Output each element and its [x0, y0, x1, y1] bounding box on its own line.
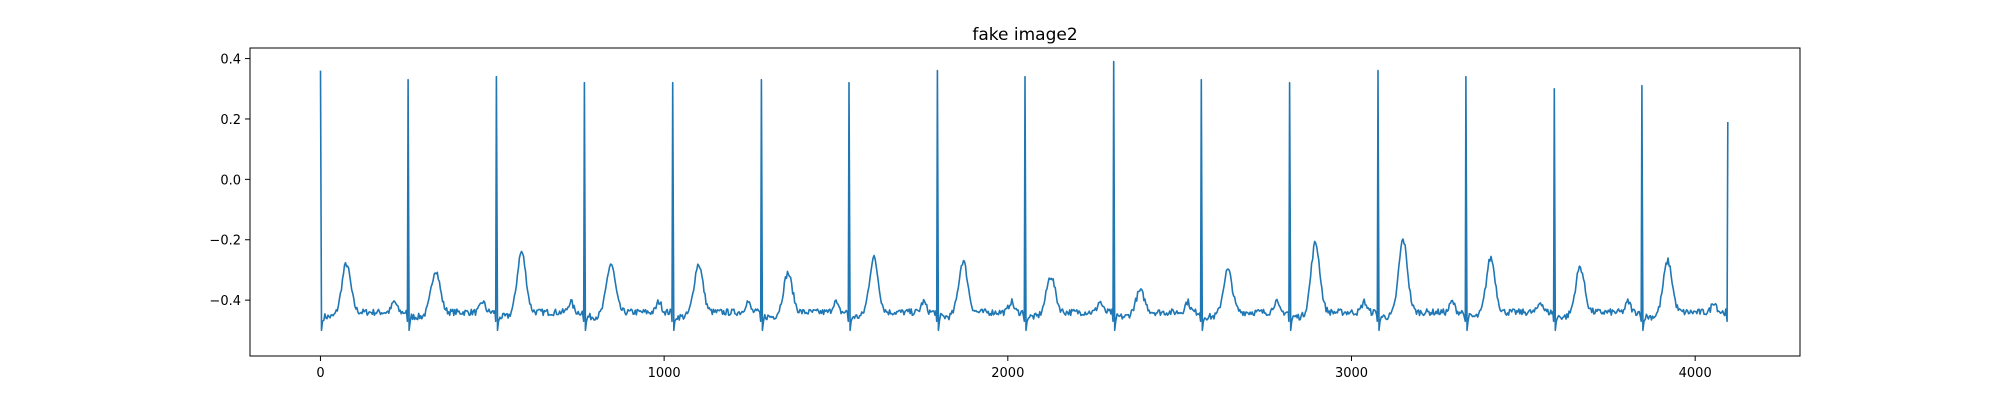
y-tick-label: −0.4: [209, 294, 241, 309]
y-axis: −0.4 −0.2 0.0 0.2 0.4: [209, 53, 250, 309]
y-tick-label: 0.2: [220, 113, 241, 128]
x-tick-label: 3000: [1335, 366, 1368, 381]
x-axis: 0 1000 2000 3000 4000: [316, 356, 1712, 381]
x-tick-label: 4000: [1679, 366, 1712, 381]
y-tick-label: 0.4: [220, 53, 241, 68]
plot-area: [319, 60, 1729, 332]
series-line: [319, 60, 1729, 332]
x-tick-label: 1000: [648, 366, 681, 381]
x-tick-label: 2000: [991, 366, 1024, 381]
y-tick-label: −0.2: [209, 234, 241, 249]
x-tick-label: 0: [316, 366, 324, 381]
axes-frame: [249, 47, 1801, 357]
y-tick-label: 0.0: [220, 173, 241, 188]
chart-title: fake image2: [972, 25, 1077, 45]
